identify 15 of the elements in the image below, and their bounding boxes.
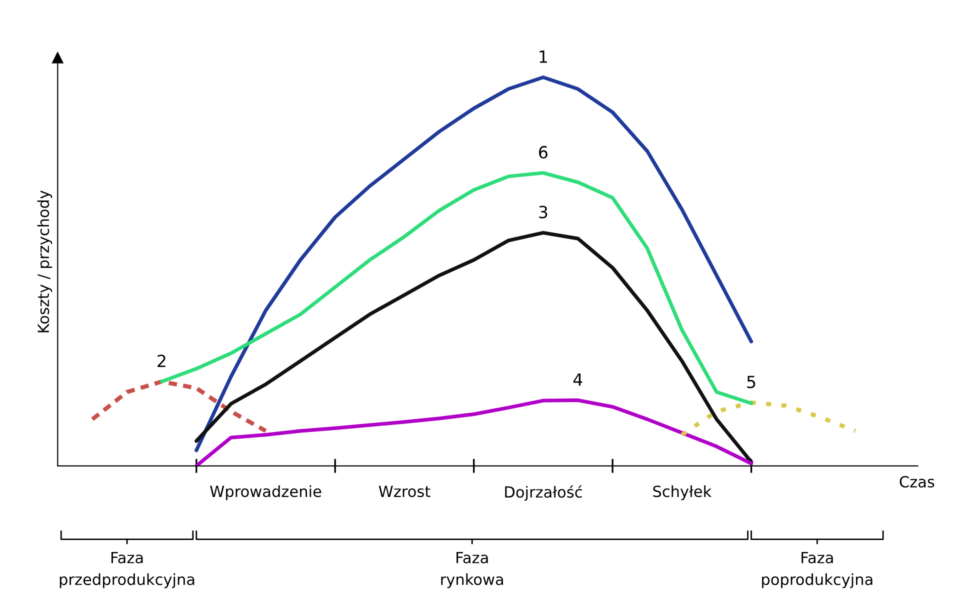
text: Faza rynkowa [441,552,503,588]
y-axis-title: Koszty / przychody [37,190,52,332]
series-label: 1 [540,50,547,63]
text: Faza poprodukcyjna [762,552,872,588]
series-label: 3 [539,206,548,218]
series-label: 2 [158,354,166,367]
x-tick-label: Wprowadzenie [210,485,322,500]
x-axis-title: Czas [900,476,934,488]
x-tick-label: Wzrost [378,486,430,498]
x-tick-label: Dojrzałość [505,485,582,501]
x-tick-label: Schyłek [653,485,712,500]
series-label: 4 [573,373,582,386]
series-label: 6 [539,146,548,159]
text: Faza przedprodukcyjna [60,552,194,588]
series-label: 5 [747,376,756,388]
